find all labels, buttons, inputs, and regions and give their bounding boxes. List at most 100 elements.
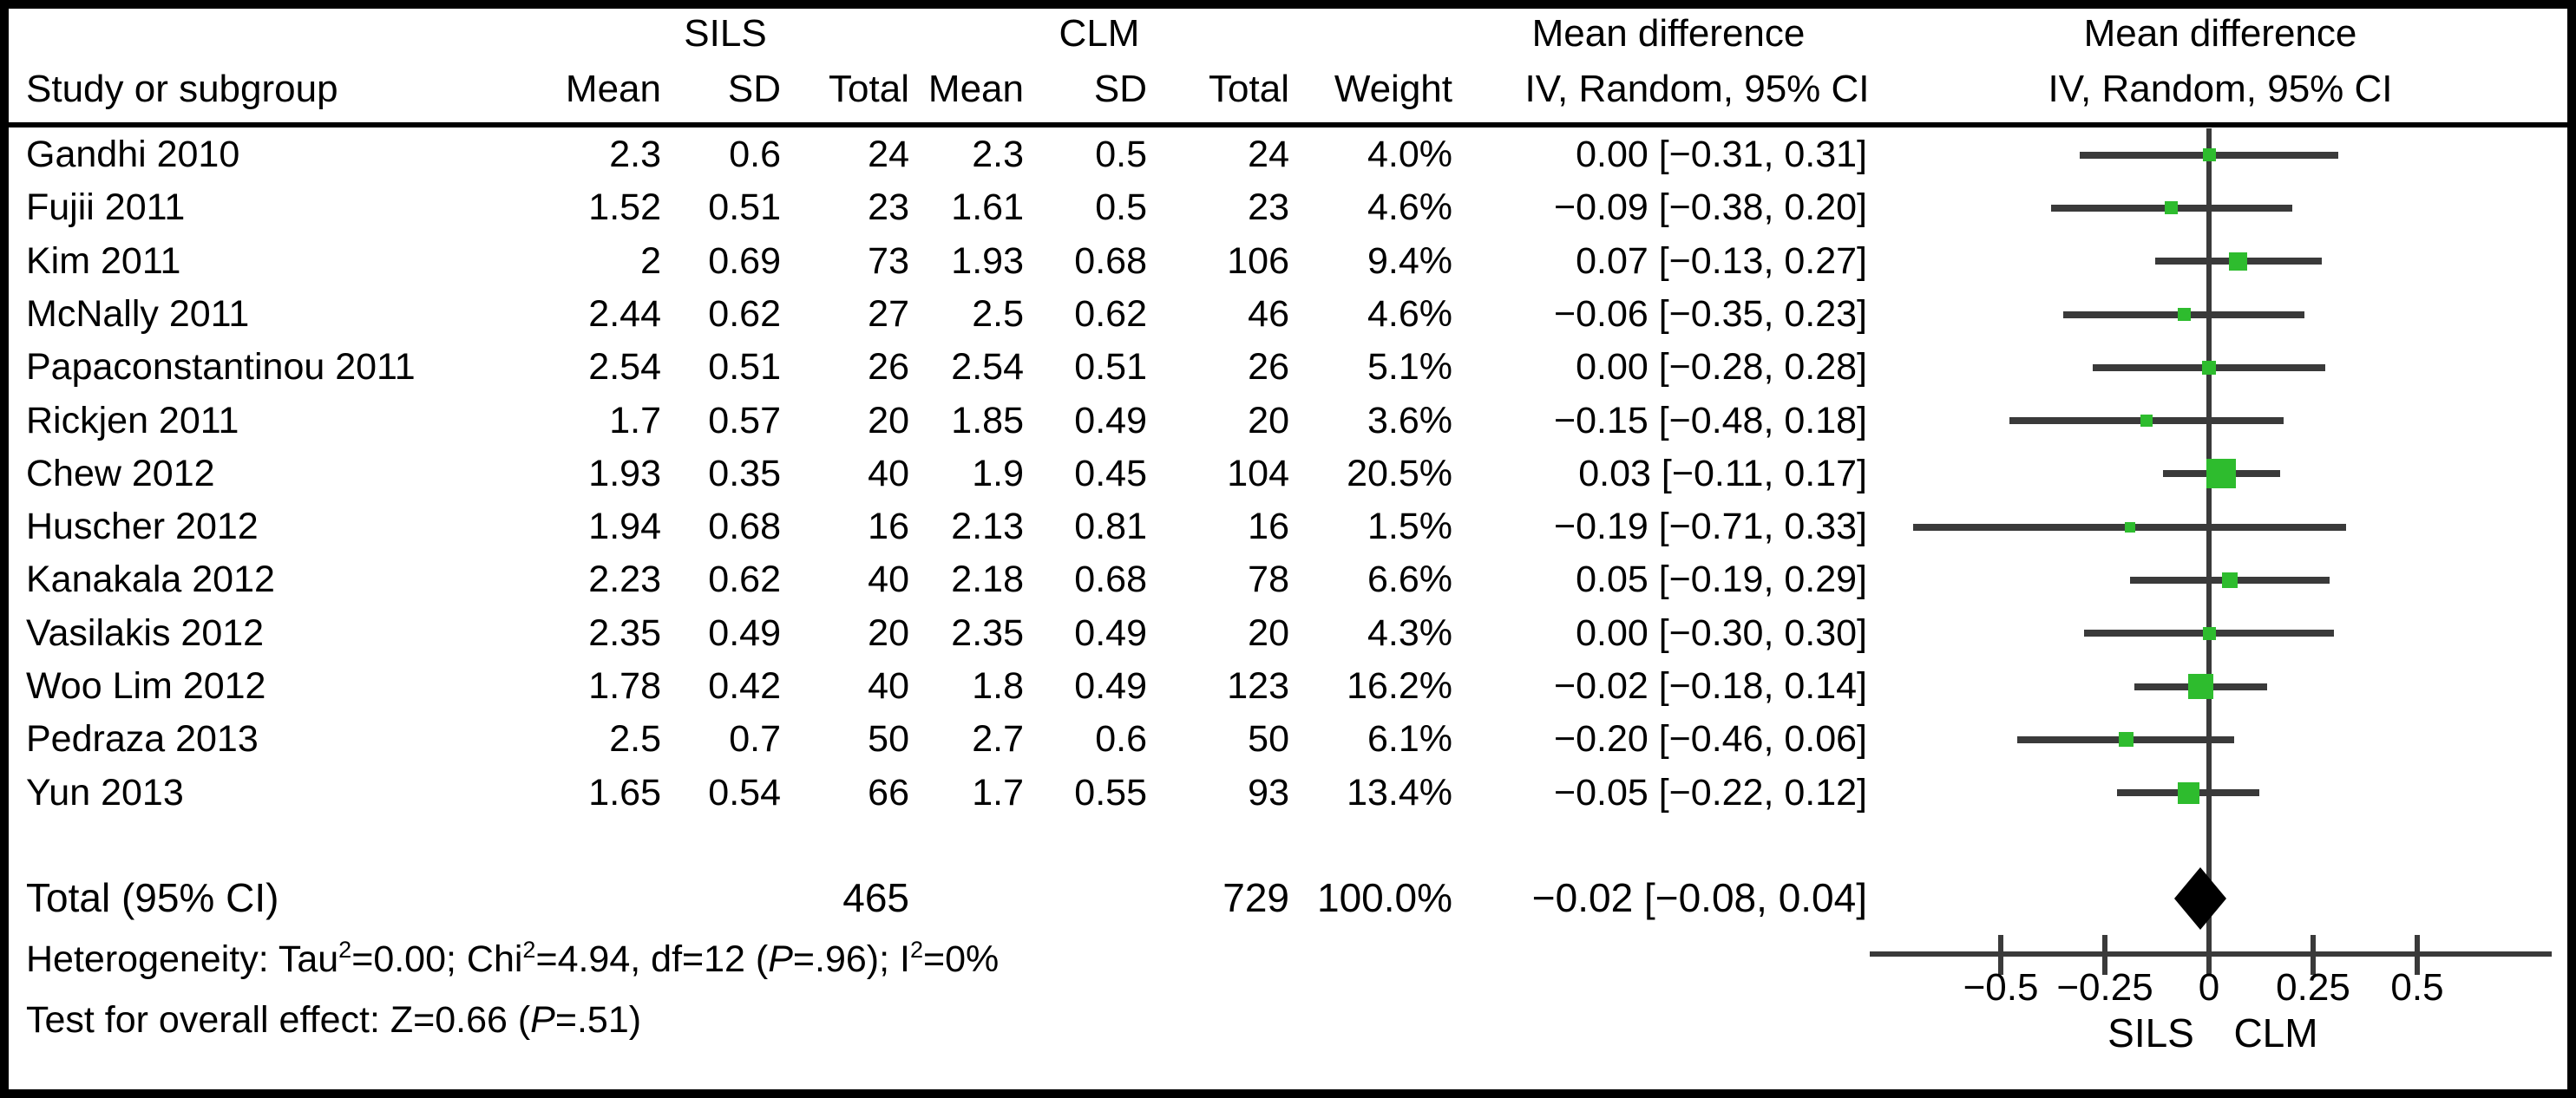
axis-tick: [2206, 935, 2212, 975]
cell-clm_sd: 0.5: [1095, 134, 1147, 175]
cell-sils_total: 16: [868, 506, 909, 548]
cell-clm_total: 24: [1248, 134, 1289, 175]
point-estimate-marker: [2222, 572, 2238, 589]
total-row: Total (95% CI) 465 729 100.0% −0.02 [−0.…: [0, 872, 2576, 924]
cell-clm_sd: 0.49: [1074, 611, 1147, 654]
point-estimate-marker: [2124, 521, 2135, 533]
cell-sils_total: 66: [868, 771, 909, 814]
total-weight: 100.0%: [1316, 875, 1452, 920]
table-row: Yun 2013 1.65 0.54 66 1.7 0.55 93 13.4% −0.05 [−…: [0, 767, 2576, 820]
heterogeneity-note: Heterogeneity: Tau2=0.00; Chi2=4.94, df=…: [26, 937, 999, 982]
cell-sils_sd: 0.51: [708, 346, 781, 389]
cell-clm_mean: 1.61: [951, 186, 1024, 229]
cell-ci_text: 0.00 [−0.28, 0.28]: [1576, 346, 1867, 389]
cell-sils_sd: 0.6: [729, 134, 781, 175]
cell-clm_sd: 0.62: [1074, 292, 1147, 335]
cell-sils_sd: 0.51: [708, 186, 781, 229]
table-row: McNally 2011 2.44 0.62 27 2.5 0.62 46 4.6% −0.06…: [0, 288, 2576, 341]
col-header-clm-sd: SD: [1093, 68, 1147, 110]
cell-clm_sd: 0.49: [1074, 399, 1147, 441]
cell-sils_total: 40: [868, 559, 909, 601]
point-estimate-marker: [2206, 459, 2237, 489]
cell-sils_mean: 1.7: [609, 399, 661, 441]
table-row: Chew 2012 1.93 0.35 40 1.9 0.45 104 20.5% 0.03 […: [0, 448, 2576, 500]
table-row: Rickjen 2011 1.7 0.57 20 1.85 0.49 20 3.6% −0.15…: [0, 395, 2576, 448]
table-row: Gandhi 2010 2.3 0.6 24 2.3 0.5 24 4.0% 0.00 [−0.…: [0, 128, 2576, 181]
cell-clm_sd: 0.49: [1074, 665, 1147, 707]
cell-weight: 16.2%: [1347, 665, 1452, 707]
point-estimate-marker: [2140, 415, 2153, 428]
axis-tick: [2415, 935, 2420, 975]
cell-weight: 4.3%: [1367, 611, 1452, 654]
table-row: Kim 2011 2 0.69 73 1.93 0.68 106 9.4% 0.07 [−0.1…: [0, 235, 2576, 288]
axis-tick: [1998, 935, 2003, 975]
study-name: Huscher 2012: [26, 506, 259, 548]
footnote-segment: P: [530, 999, 555, 1041]
point-estimate-marker: [2187, 674, 2213, 700]
footnote-segment: Test for overall effect: Z=0.66 (: [26, 999, 531, 1041]
footnote-segment: =.96); I: [792, 938, 910, 980]
cell-sils_mean: 2.54: [588, 346, 661, 389]
cell-weight: 4.0%: [1367, 134, 1452, 175]
group-header-clm: CLM: [1059, 12, 1140, 55]
cell-weight: 9.4%: [1367, 239, 1452, 282]
total-clm-n: 729: [1222, 875, 1289, 920]
cell-clm_total: 26: [1248, 346, 1289, 389]
axis-tick: [2311, 935, 2316, 975]
cell-sils_mean: 2.3: [609, 134, 661, 175]
cell-ci_text: 0.05 [−0.19, 0.29]: [1576, 559, 1867, 601]
table-row: Kanakala 2012 2.23 0.62 40 2.18 0.68 78 6.6% 0.0…: [0, 553, 2576, 606]
table-row: Pedraza 2013 2.5 0.7 50 2.7 0.6 50 6.1% −0.20 [−…: [0, 713, 2576, 766]
cell-sils_mean: 2: [640, 239, 661, 282]
cell-clm_mean: 2.18: [951, 559, 1024, 601]
point-estimate-marker: [2118, 732, 2134, 748]
study-name: Fujii 2011: [26, 186, 186, 229]
cell-sils_sd: 0.62: [708, 559, 781, 601]
footnote-segment: 2: [522, 937, 536, 963]
cell-sils_mean: 1.78: [588, 665, 661, 707]
cell-clm_total: 78: [1248, 559, 1289, 601]
cell-clm_mean: 2.35: [951, 611, 1024, 654]
overall-effect-note: Test for overall effect: Z=0.66 (P=.51): [26, 997, 641, 1042]
cell-sils_total: 20: [868, 611, 909, 654]
axis-tick-label: −0.5: [1963, 966, 2039, 1009]
cell-sils_sd: 0.49: [708, 611, 781, 654]
cell-sils_mean: 2.35: [588, 611, 661, 654]
footnote-segment: =4.94, df=12 (: [535, 938, 769, 980]
cell-sils_total: 23: [868, 186, 909, 229]
cell-sils_total: 73: [868, 239, 909, 282]
axis-label-clm: CLM: [2233, 1010, 2318, 1056]
cell-sils_total: 40: [868, 665, 909, 707]
cell-clm_mean: 1.7: [972, 771, 1024, 814]
cell-clm_mean: 2.5: [972, 292, 1024, 335]
cell-clm_mean: 2.7: [972, 718, 1024, 761]
cell-weight: 3.6%: [1367, 399, 1452, 441]
group-header-sils: SILS: [684, 12, 767, 55]
cell-sils_mean: 1.93: [588, 452, 661, 494]
col-header-clm-mean: Mean: [927, 68, 1024, 110]
total-ci-text: −0.02 [−0.08, 0.04]: [1531, 875, 1867, 920]
cell-ci_text: −0.05 [−0.22, 0.12]: [1553, 771, 1867, 814]
cell-clm_total: 20: [1248, 611, 1289, 654]
cell-sils_mean: 1.94: [588, 506, 661, 548]
cell-clm_mean: 1.93: [951, 239, 1024, 282]
cell-clm_total: 104: [1227, 452, 1289, 494]
cell-clm_sd: 0.68: [1074, 559, 1147, 601]
cell-weight: 6.1%: [1367, 718, 1452, 761]
table-row: Fujii 2011 1.52 0.51 23 1.61 0.5 23 4.6% −0.09 […: [0, 181, 2576, 234]
axis-tick: [2102, 935, 2107, 975]
table-row: Huscher 2012 1.94 0.68 16 2.13 0.81 16 1.5% −0.1…: [0, 500, 2576, 553]
table-row: Papaconstantinou 2011 2.54 0.51 26 2.54 0.51 2…: [0, 341, 2576, 394]
cell-clm_total: 20: [1248, 399, 1289, 441]
axis-tick-label: 0: [2198, 966, 2220, 1009]
cell-sils_total: 50: [868, 718, 909, 761]
cell-sils_sd: 0.57: [708, 399, 781, 441]
study-name: Chew 2012: [26, 452, 215, 494]
cell-clm_total: 23: [1248, 186, 1289, 229]
study-name: McNally 2011: [26, 292, 250, 335]
cell-sils_sd: 0.35: [708, 452, 781, 494]
cell-clm_sd: 0.5: [1095, 186, 1147, 229]
point-estimate-marker: [2202, 626, 2216, 640]
point-estimate-marker: [2165, 201, 2179, 215]
